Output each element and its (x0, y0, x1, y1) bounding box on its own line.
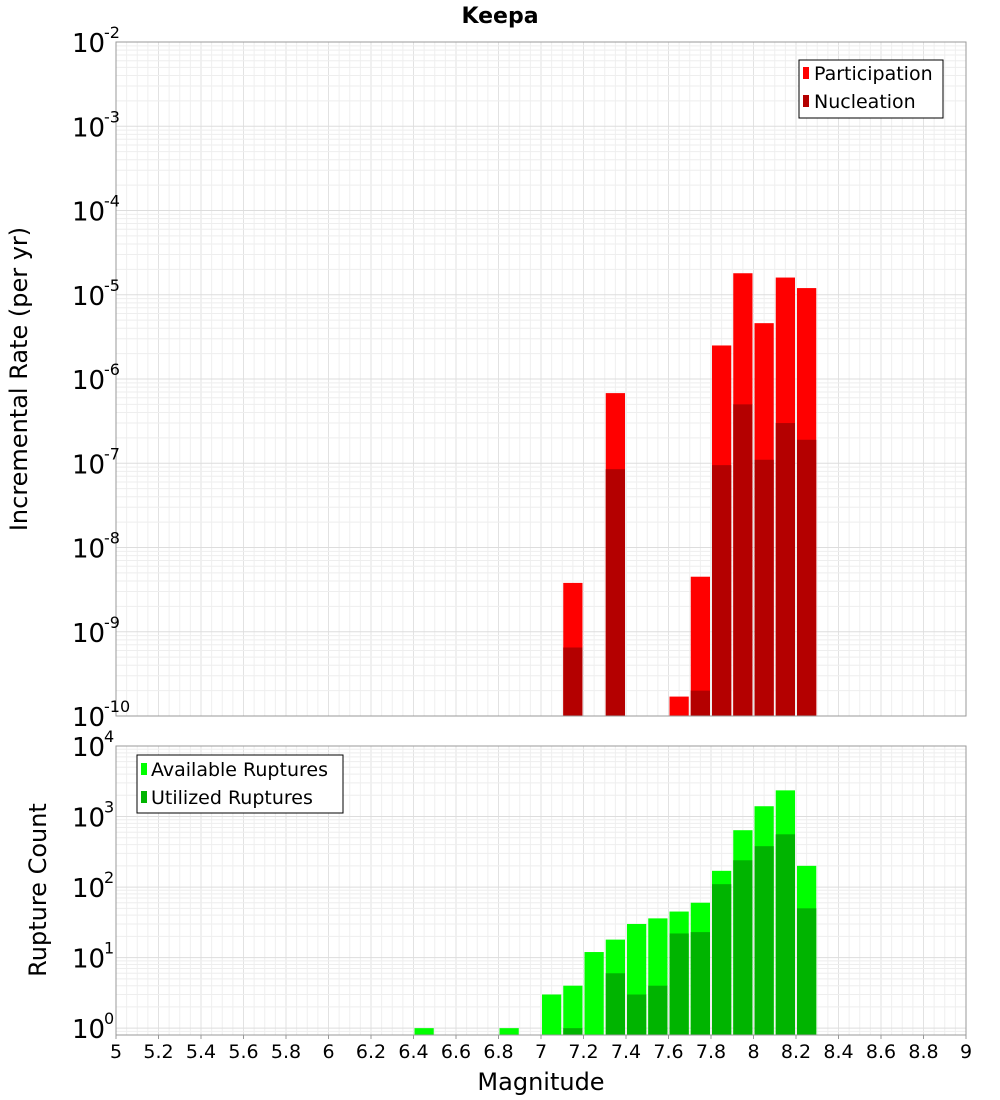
bar-nucleation (797, 439, 817, 716)
top-y-tick-labels: 10-210-310-410-510-610-710-810-910-10 (72, 23, 130, 733)
y-tick-label: 10 (72, 945, 105, 975)
bar-utilized-ruptures (690, 932, 710, 1035)
top-legend: Participation Nucleation (798, 59, 944, 119)
legend-swatch-participation (803, 67, 809, 79)
bar-utilized-ruptures (712, 884, 732, 1035)
top-legend-box (798, 59, 944, 119)
bar-available-ruptures (584, 952, 604, 1035)
bar-utilized-ruptures (563, 1028, 583, 1035)
y-tick-label: 10 (72, 535, 105, 565)
y-tick-exponent: 3 (104, 798, 114, 817)
bar-utilized-ruptures (797, 908, 817, 1035)
x-tick-label: 5.4 (186, 1041, 216, 1063)
y-tick-label: 10 (72, 703, 105, 733)
top-plot-border (115, 41, 967, 717)
y-tick-exponent: -2 (104, 23, 120, 42)
legend-label-available: Available Ruptures (151, 759, 328, 781)
bar-nucleation (775, 423, 795, 716)
y-tick-exponent: 0 (104, 1009, 114, 1028)
y-tick-label: 10 (72, 198, 105, 228)
y-tick-exponent: -9 (104, 613, 120, 632)
x-tick-labels: 5 5.2 5.4 5.6 5.8 6 6.2 6.4 6.6 6.8 7 7.2 7.4 7.6 7.8 8… (110, 1035, 972, 1063)
bar-available-ruptures (563, 985, 583, 1035)
y-tick-label: 10 (72, 450, 105, 480)
legend-label-nucleation: Nucleation (814, 91, 916, 113)
y-tick-label: 10 (72, 282, 105, 312)
legend-swatch-nucleation (803, 95, 809, 107)
y-tick-exponent: -10 (104, 697, 130, 716)
bottom-legend: Available Ruptures Utilized Ruptures (136, 754, 344, 814)
bar-utilized-ruptures (733, 860, 753, 1035)
bar-utilized-ruptures (605, 973, 625, 1035)
bar-available-ruptures (542, 994, 562, 1035)
x-tick-label: 6.8 (483, 1041, 513, 1063)
bar-utilized-ruptures (627, 994, 647, 1035)
x-tick-label: 9 (960, 1041, 972, 1063)
bar-utilized-ruptures (648, 985, 668, 1035)
bar-nucleation (754, 459, 774, 716)
x-tick-label: 6.2 (356, 1041, 386, 1063)
x-tick-label: 7.2 (568, 1041, 598, 1063)
x-tick-label: 6 (322, 1041, 334, 1063)
bar-utilized-ruptures (775, 834, 795, 1035)
bar-participation (690, 576, 710, 716)
y-tick-exponent: 1 (104, 939, 114, 958)
x-tick-label: 8.6 (866, 1041, 896, 1063)
top-plot-bars (563, 273, 817, 716)
x-axis-label: Magnitude (477, 1068, 604, 1096)
x-tick-label: 7.8 (696, 1041, 726, 1063)
y-tick-label: 10 (72, 113, 105, 143)
x-tick-label: 8 (747, 1041, 759, 1063)
y-tick-label: 10 (72, 29, 105, 59)
legend-swatch-available (141, 763, 147, 775)
x-tick-label: 6.6 (441, 1041, 471, 1063)
x-tick-label: 8.4 (823, 1041, 853, 1063)
chart-title: Keepa (461, 4, 538, 29)
bar-utilized-ruptures (669, 933, 689, 1035)
bottom-plot-bars (414, 790, 817, 1035)
y-tick-exponent: -8 (104, 529, 120, 548)
bar-available-ruptures (499, 1028, 519, 1035)
y-tick-exponent: 2 (104, 868, 114, 887)
y-tick-exponent: -6 (104, 360, 120, 379)
y-tick-exponent: -5 (104, 276, 120, 295)
x-tick-label: 8.2 (781, 1041, 811, 1063)
x-tick-label: 7.6 (653, 1041, 683, 1063)
bar-nucleation (605, 469, 625, 716)
legend-swatch-utilized (141, 791, 147, 803)
y-tick-exponent: -3 (104, 107, 120, 126)
legend-label-participation: Participation (814, 63, 933, 85)
x-tick-label: 5.2 (143, 1041, 173, 1063)
bar-nucleation (690, 690, 710, 716)
y-tick-exponent: -7 (104, 444, 120, 463)
bar-utilized-ruptures (754, 846, 774, 1035)
x-tick-label: 5 (110, 1041, 122, 1063)
bar-nucleation (712, 465, 732, 716)
x-tick-label: 7 (535, 1041, 547, 1063)
x-tick-label: 5.6 (228, 1041, 258, 1063)
bottom-legend-box (136, 754, 344, 814)
x-tick-label: 5.8 (271, 1041, 301, 1063)
x-tick-label: 8.8 (908, 1041, 938, 1063)
y-tick-exponent: -4 (104, 192, 120, 211)
x-tick-label: 7.4 (611, 1041, 641, 1063)
bottom-y-axis-label: Rupture Count (24, 803, 52, 977)
y-tick-label: 10 (72, 733, 105, 763)
y-tick-label: 10 (72, 804, 105, 834)
y-tick-exponent: 4 (104, 727, 114, 746)
y-tick-label: 10 (72, 1015, 105, 1045)
y-tick-label: 10 (72, 619, 105, 649)
x-tick-label: 6.4 (398, 1041, 428, 1063)
bar-available-ruptures (414, 1028, 434, 1035)
bar-participation (669, 696, 689, 716)
y-tick-label: 10 (72, 874, 105, 904)
legend-label-utilized: Utilized Ruptures (151, 787, 313, 809)
top-plot-gridlines (115, 41, 967, 717)
top-y-axis-label: Incremental Rate (per yr) (5, 227, 33, 531)
bar-nucleation (563, 647, 583, 716)
y-tick-label: 10 (72, 366, 105, 396)
bar-nucleation (733, 404, 753, 716)
